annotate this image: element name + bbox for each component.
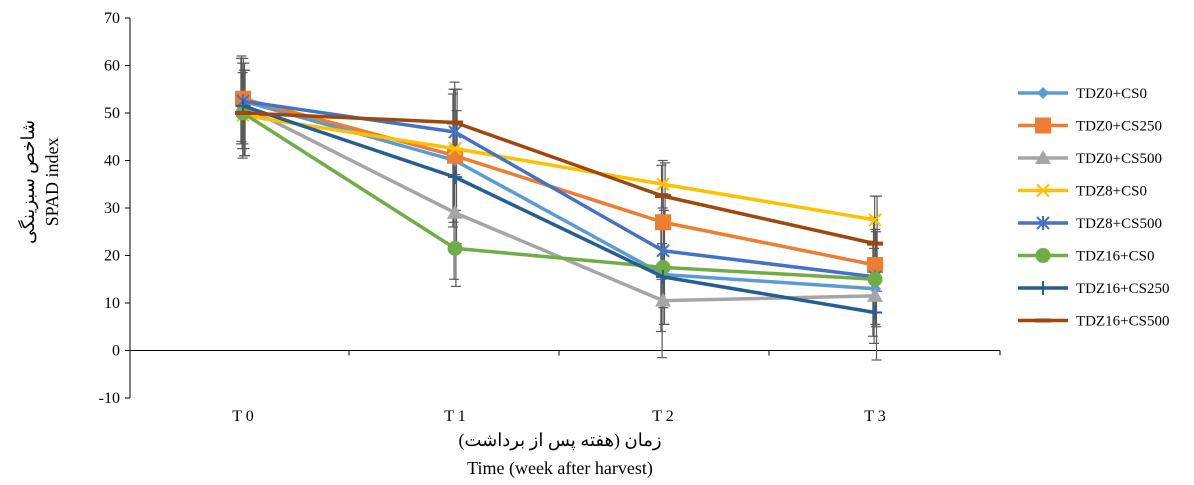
x-axis: T 0 T 1 T 2 T 3 (129, 350, 1001, 425)
y-axis: -10 0 10 20 30 40 50 60 70 (99, 10, 131, 407)
legend-marker (1035, 248, 1051, 263)
data-point (867, 287, 883, 302)
data-point (867, 257, 883, 273)
series-line (242, 97, 876, 267)
x-tick-label: T 3 (864, 408, 885, 425)
legend-item: TDZ0+CS500 (1018, 150, 1162, 167)
y-tick-label: 70 (104, 10, 120, 27)
legend-label: TDZ16+CS500 (1076, 314, 1169, 330)
y-tick-label: -10 (99, 390, 120, 407)
legend-item: TDZ8+CS0 (1018, 184, 1147, 200)
legend-label: TDZ0+CS0 (1076, 86, 1147, 102)
series-line (242, 104, 876, 315)
y-tick-label: 0 (112, 343, 120, 360)
y-axis-title: SPAD index (42, 138, 62, 227)
error-bars-TDZ16+CS250 (239, 62, 882, 361)
data-point (448, 141, 462, 156)
legend-marker (1035, 318, 1051, 323)
series-line (242, 113, 876, 222)
x-tick-label: T 1 (444, 408, 465, 425)
data-point (235, 111, 251, 115)
x-tick-label: T 2 (652, 408, 673, 425)
legend: TDZ0+CS0 TDZ0+CS250 TDZ0+CS500 TDZ8+CS0 TDZ8… (1018, 86, 1169, 330)
legend-item: TDZ16+CS250 (1018, 281, 1169, 297)
series-layer (235, 55, 883, 361)
data-point (868, 213, 882, 227)
legend-item: TDZ0+CS0 (1018, 86, 1147, 102)
series-TDZ16+CS250 (236, 98, 882, 320)
data-point (448, 125, 462, 139)
legend-label: TDZ8+CS0 (1076, 184, 1147, 200)
y-tick-label: 50 (104, 105, 120, 122)
y-tick-label: 30 (104, 200, 120, 217)
data-point (867, 241, 883, 246)
data-point (656, 243, 670, 258)
data-point (447, 240, 463, 256)
legend-item: TDZ8+CS500 (1018, 216, 1162, 232)
legend-marker (1036, 281, 1050, 295)
legend-marker (1035, 150, 1051, 164)
data-point (656, 177, 670, 191)
legend-label: TDZ8+CS500 (1076, 216, 1162, 232)
data-point (655, 259, 671, 275)
legend-item: TDZ16+CS500 (1018, 314, 1169, 330)
legend-label: TDZ0+CS250 (1076, 119, 1162, 135)
data-point (236, 98, 250, 113)
data-point (656, 269, 670, 284)
x-axis-title: Time (week after harvest) (467, 458, 653, 479)
legend-label: TDZ16+CS250 (1076, 281, 1169, 297)
y-tick-label: 10 (104, 295, 120, 312)
data-point (655, 292, 671, 307)
series-line (242, 111, 876, 281)
legend-item: TDZ0+CS250 (1018, 117, 1162, 135)
error-bars-TDZ0+CS0 (235, 57, 878, 337)
legend-marker (1036, 183, 1050, 198)
series-TDZ16+CS500 (235, 111, 883, 246)
y-tick-label: 60 (104, 58, 120, 75)
legend-item: TDZ16+CS0 (1018, 248, 1154, 265)
error-bars-TDZ0+CS500 (237, 62, 880, 359)
data-point (448, 170, 462, 185)
legend-marker (1037, 87, 1049, 99)
legend-marker (1035, 117, 1051, 134)
series-TDZ16+CS0 (235, 105, 883, 287)
x-axis-title-fa: زمان (هفته پس از برداشت) (458, 430, 661, 451)
legend-label: TDZ16+CS0 (1076, 249, 1154, 265)
data-point (447, 120, 463, 125)
x-tick-label: T 0 (232, 408, 253, 425)
y-tick-label: 40 (104, 153, 120, 170)
data-point (655, 194, 671, 199)
y-tick-label: 20 (104, 248, 120, 265)
data-point (868, 305, 882, 320)
legend-marker (1036, 216, 1050, 230)
y-axis-title-fa: شاخص سبزینگی (17, 120, 39, 244)
legend-label: TDZ0+CS500 (1076, 151, 1162, 167)
data-point (655, 214, 671, 231)
data-point (867, 271, 883, 287)
error-bars-TDZ16+CS0 (238, 69, 881, 328)
data-point (447, 204, 463, 219)
series-line (242, 111, 876, 246)
